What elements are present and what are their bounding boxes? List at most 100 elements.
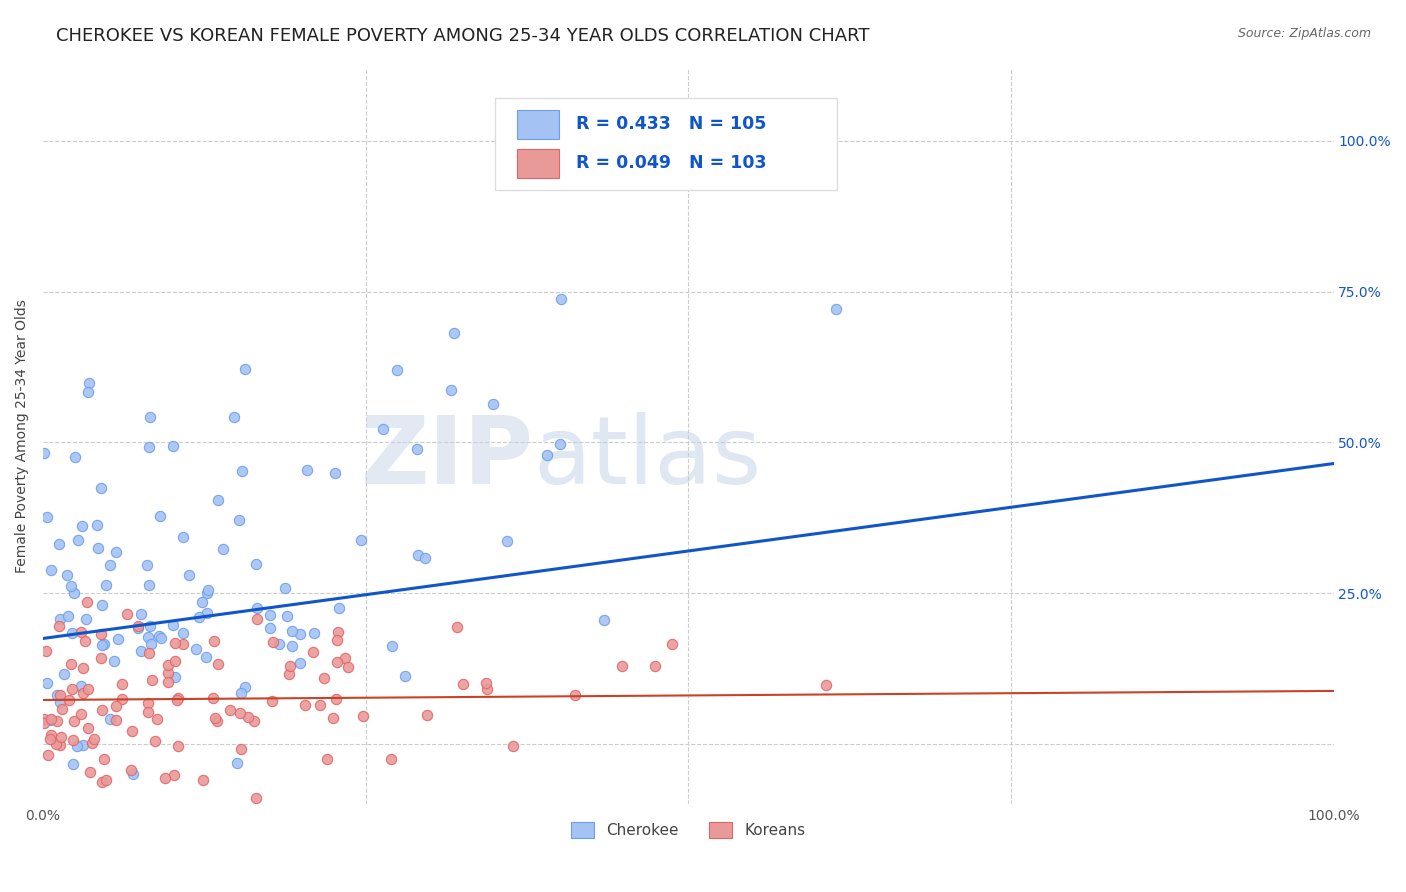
Point (121, 724, 143, 739)
Point (70, 679, 93, 693)
Point (117, 607, 139, 621)
Point (172, 637, 194, 651)
Point (326, 655, 349, 669)
Text: ZIP: ZIP (360, 412, 533, 505)
Point (48, 688, 70, 702)
Point (45, 737, 67, 751)
Point (83, 732, 105, 747)
Point (294, 698, 316, 712)
Point (610, 658, 633, 673)
Point (62, 732, 84, 747)
Point (86, 517, 108, 532)
Point (195, 606, 218, 620)
Point (278, 659, 301, 673)
Point (72, 519, 94, 533)
Point (32, 715, 55, 730)
Point (281, 639, 304, 653)
Point (39, 728, 62, 742)
Point (49, 612, 72, 626)
Point (100, 558, 122, 572)
Point (59, 657, 82, 671)
Point (260, 694, 283, 708)
Point (224, 410, 246, 425)
Point (67, 533, 90, 548)
Point (350, 533, 373, 547)
Point (394, 668, 416, 682)
Point (58, 693, 80, 707)
Point (212, 541, 235, 556)
Point (56, 608, 79, 623)
Point (90, 650, 112, 665)
Point (62, 714, 84, 729)
Point (72, 686, 94, 700)
Point (76, 721, 98, 735)
Point (187, 610, 209, 624)
Point (288, 626, 311, 640)
Point (219, 703, 242, 717)
Point (49, 695, 72, 709)
Point (278, 666, 301, 681)
Point (136, 705, 159, 719)
Point (139, 409, 162, 424)
Point (295, 463, 318, 477)
Point (259, 607, 281, 622)
Point (136, 558, 159, 573)
Point (281, 624, 304, 638)
Point (336, 660, 359, 674)
Text: R = 0.049   N = 103: R = 0.049 N = 103 (576, 154, 766, 172)
Point (475, 676, 498, 690)
Point (352, 708, 374, 723)
Point (163, 768, 186, 782)
Point (267, 637, 290, 651)
Point (62, 756, 84, 771)
Point (90, 598, 112, 612)
Point (228, 513, 250, 527)
Point (316, 752, 339, 766)
Point (141, 637, 163, 651)
Point (201, 690, 224, 705)
FancyBboxPatch shape (516, 149, 560, 178)
Point (231, 464, 253, 478)
Point (380, 752, 402, 766)
Point (98, 712, 121, 726)
Point (129, 644, 152, 658)
Point (77, 384, 100, 399)
Point (328, 600, 350, 615)
Point (121, 767, 143, 781)
Point (52, 667, 75, 681)
Point (661, 637, 683, 651)
Point (162, 438, 184, 452)
Point (76, 594, 98, 608)
Point (446, 620, 468, 634)
Point (231, 742, 253, 756)
Point (136, 630, 159, 644)
Point (440, 383, 463, 397)
Point (262, 635, 284, 649)
Point (323, 466, 346, 480)
Point (105, 545, 128, 559)
Point (146, 711, 169, 725)
Point (184, 641, 207, 656)
Point (149, 631, 172, 645)
Point (48, 537, 70, 551)
Point (111, 677, 134, 691)
Text: CHEROKEE VS KOREAN FEMALE POVERTY AMONG 25-34 YEAR OLDS CORRELATION CHART: CHEROKEE VS KOREAN FEMALE POVERTY AMONG … (56, 27, 870, 45)
Point (824, 301, 846, 316)
Point (37, 676, 59, 690)
Point (141, 673, 163, 688)
Point (72, 661, 94, 675)
Point (406, 442, 429, 456)
Point (127, 621, 149, 635)
Point (51, 731, 73, 745)
Point (172, 530, 194, 544)
Point (96, 578, 118, 592)
Point (163, 670, 186, 684)
Point (60, 579, 83, 593)
Point (70, 624, 93, 639)
Point (138, 646, 160, 660)
Point (259, 621, 281, 635)
Point (129, 607, 152, 621)
Point (45, 714, 67, 728)
Point (245, 557, 267, 571)
Point (371, 422, 394, 436)
